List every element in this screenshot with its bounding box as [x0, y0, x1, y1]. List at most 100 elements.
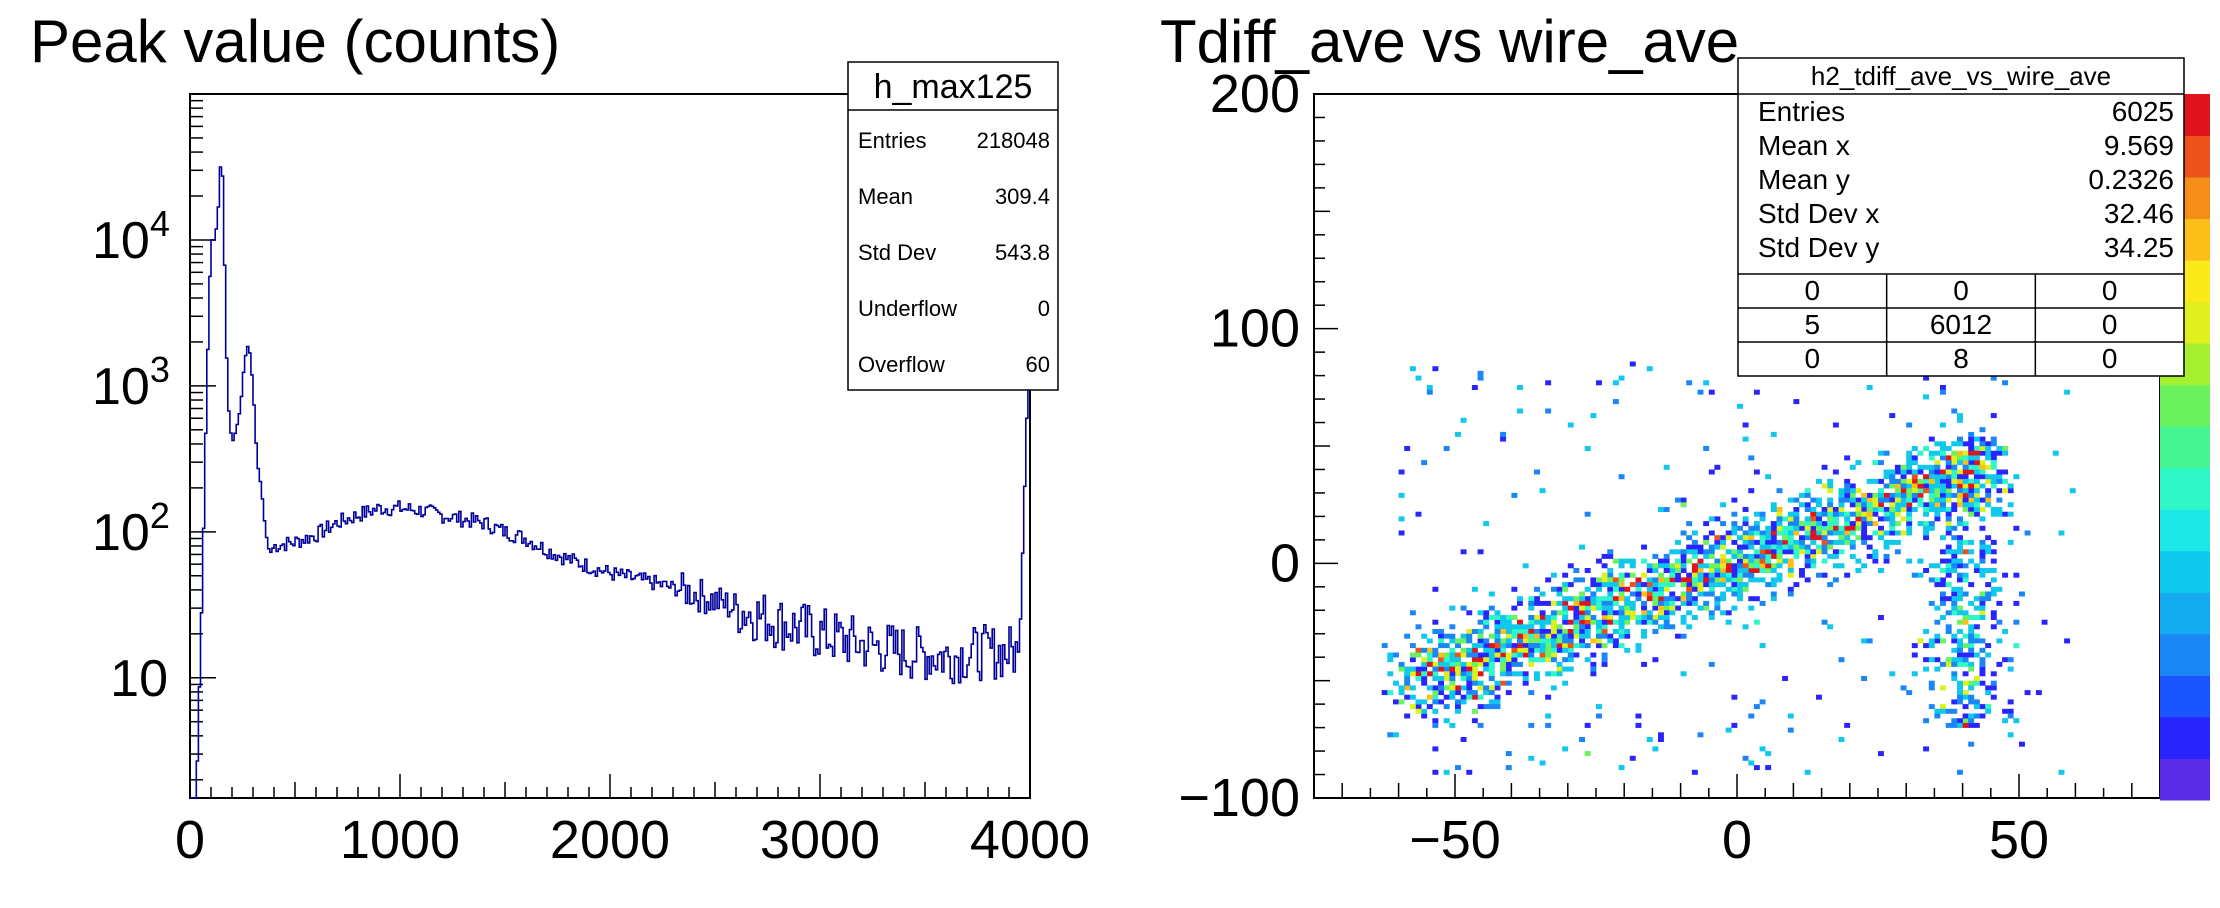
heatmap-cell	[1596, 638, 1602, 644]
heatmap-cell	[1832, 469, 1839, 475]
heatmap-cell	[1940, 422, 1946, 428]
heatmap-cell	[1945, 558, 1952, 564]
heatmap-cell	[1748, 544, 1755, 550]
heatmap-cell	[1432, 690, 1439, 696]
heatmap-cell	[1505, 661, 1512, 667]
heatmap-cell	[1528, 647, 1535, 653]
heatmap-cell	[1652, 657, 1659, 663]
heatmap-cell	[1517, 661, 1523, 667]
heatmap-cell	[1511, 647, 1518, 653]
heatmap-cell	[1855, 521, 1862, 527]
heatmap-cell	[1545, 629, 1552, 634]
heatmap-cell	[1421, 661, 1428, 667]
heatmap-cell	[1658, 605, 1664, 611]
heatmap-cell	[1861, 535, 1868, 541]
heatmap-cell	[1962, 661, 1969, 667]
heatmap-cell	[1979, 469, 1986, 475]
heatmap-cell	[1528, 624, 1535, 630]
heatmap-cell	[1996, 600, 2003, 606]
heatmap-cell	[1426, 694, 1433, 700]
heatmap-cell	[1934, 492, 1941, 498]
heatmap-cell	[1894, 521, 1901, 527]
heatmap-cell	[1957, 685, 1963, 691]
heatmap-cell	[1973, 596, 1980, 602]
heatmap-cell	[2019, 741, 2025, 747]
heatmap-cell	[1827, 544, 1834, 550]
heatmap-cell	[1951, 558, 1958, 564]
heatmap-cell	[1957, 441, 1963, 447]
heatmap-cell	[1945, 629, 1952, 634]
heatmap-cell	[1641, 582, 1648, 588]
heatmap-cell	[1923, 502, 1930, 508]
heatmap-cell	[1844, 455, 1851, 461]
stats-value: 6025	[2112, 96, 2174, 127]
heatmap-cell	[1951, 591, 1958, 597]
heatmap-cell	[1804, 558, 1811, 564]
heatmap-cell	[1770, 544, 1777, 550]
heatmap-cell	[1500, 629, 1507, 634]
heatmap-cell	[1917, 488, 1924, 494]
heatmap-cell	[1449, 722, 1456, 728]
heatmap-cell	[1596, 704, 1602, 710]
heatmap-cell	[1900, 469, 1907, 475]
heatmap-cell	[1934, 460, 1941, 466]
heatmap-cell	[1584, 610, 1591, 616]
heatmap-cell	[1455, 652, 1461, 658]
heatmap-cell	[1686, 591, 1693, 597]
heatmap-cell	[1990, 539, 1997, 545]
heatmap-cell	[1612, 596, 1619, 602]
heatmap-cell	[1957, 652, 1963, 658]
heatmap-cell	[1776, 563, 1783, 569]
heatmap-cell	[1449, 624, 1456, 630]
heatmap-cell	[1906, 450, 1913, 456]
heatmap-cell	[1782, 549, 1789, 555]
heatmap-cell	[1500, 624, 1507, 630]
heatmap-cell	[1832, 553, 1839, 559]
heatmap-cell	[1562, 615, 1569, 620]
heatmap-cell	[1421, 699, 1428, 705]
heatmap-cell	[2013, 619, 2020, 625]
heatmap-cell	[1917, 492, 1924, 498]
heatmap-cell	[1731, 553, 1738, 559]
y-tick-exponent: 3	[150, 349, 170, 390]
heatmap-cell	[1511, 605, 1518, 611]
heatmap-cell	[1957, 436, 1963, 442]
heatmap-cell	[1968, 685, 1975, 691]
heatmap-cell	[1838, 497, 1845, 503]
heatmap-cell	[1770, 535, 1777, 541]
heatmap-cell	[1934, 619, 1941, 625]
heatmap-cell	[1708, 577, 1715, 583]
heatmap-cell	[1714, 596, 1721, 602]
heatmap-cell	[1849, 502, 1856, 508]
heatmap-cell	[1545, 652, 1552, 658]
heatmap-cell	[1455, 685, 1461, 691]
heatmap-cell	[1810, 497, 1817, 503]
heatmap-cell	[1579, 596, 1586, 602]
heatmap-cell	[1799, 568, 1805, 573]
heatmap-cell	[1787, 511, 1794, 517]
heatmap-cell	[1748, 539, 1755, 545]
heatmap-cell	[1567, 652, 1574, 658]
heatmap-cell	[1945, 722, 1952, 728]
heatmap-cell	[1968, 502, 1975, 508]
heatmap-cell	[1658, 507, 1664, 512]
heatmap-cell	[1646, 568, 1653, 573]
heatmap-cell	[1911, 474, 1918, 480]
heatmap-cell	[1590, 638, 1597, 644]
heatmap-cell	[1607, 596, 1614, 602]
heatmap-cell	[1787, 713, 1794, 719]
heatmap-cell	[1957, 521, 1963, 527]
heatmap-cell	[1957, 722, 1963, 728]
heatmap-cell	[1528, 633, 1535, 639]
heatmap-cell	[1409, 704, 1416, 710]
heatmap-cell	[1934, 502, 1941, 508]
heatmap-cell	[1590, 577, 1597, 583]
heatmap-cell	[1804, 521, 1811, 527]
heatmap-cells	[1381, 361, 2076, 775]
stats-label: Entries	[1758, 96, 1845, 127]
heatmap-cell	[1697, 586, 1704, 592]
heatmap-cell	[1940, 582, 1946, 588]
stats-label: Std Dev	[858, 240, 936, 265]
heatmap-cell	[1742, 568, 1749, 573]
